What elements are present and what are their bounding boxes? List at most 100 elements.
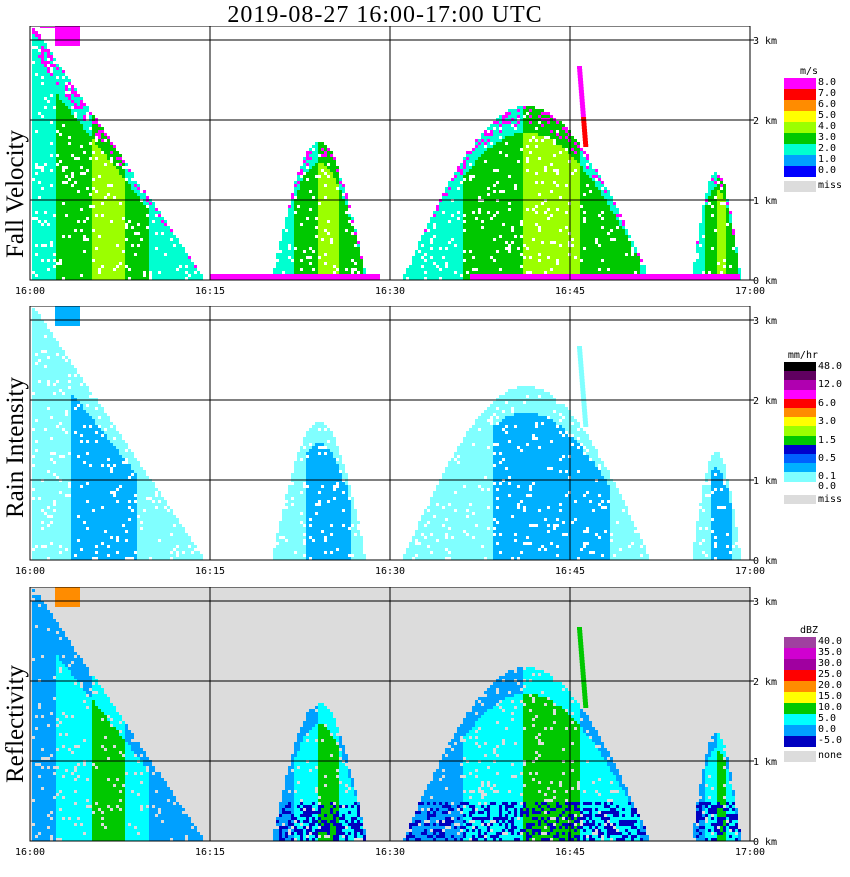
legend-item: 0.5 xyxy=(784,454,850,463)
y-tick-label: 2 km xyxy=(753,116,777,127)
legend-swatch xyxy=(784,472,816,481)
legend-item: 12.0 xyxy=(784,380,850,389)
legend-item: 6.0 xyxy=(784,100,850,111)
legend-swatch xyxy=(784,390,816,399)
legend-label: 30.0 xyxy=(818,658,842,669)
x-tick-label: 16:30 xyxy=(375,566,405,577)
legend-swatch xyxy=(784,454,816,463)
legend-label: 5.0 xyxy=(818,110,836,121)
legend-swatch xyxy=(784,692,816,703)
legend-label: 4.0 xyxy=(818,121,836,132)
legend-item: 1.5 xyxy=(784,436,850,445)
legend-swatch xyxy=(784,670,816,681)
legend-item: 10.0 xyxy=(784,703,850,714)
legend-swatch xyxy=(784,380,816,389)
legend-swatch xyxy=(784,78,816,89)
x-tick-label: 16:00 xyxy=(15,286,45,297)
legend-label: 0.0 xyxy=(818,165,836,176)
legend-item: 4.0 xyxy=(784,122,850,133)
legend-label: 1.0 xyxy=(818,154,836,165)
legend-swatch xyxy=(784,725,816,736)
legend-swatch xyxy=(784,703,816,714)
x-tick-label: 17:00 xyxy=(735,847,765,858)
legend-label: 6.0 xyxy=(818,99,836,110)
legend-item xyxy=(784,463,850,472)
legend-swatch xyxy=(784,445,816,454)
legend-label: 3.0 xyxy=(818,132,836,143)
legend-label: 5.0 xyxy=(818,713,836,724)
legend-swatch xyxy=(784,362,816,371)
legend-item: 5.0 xyxy=(784,714,850,725)
legend-swatch xyxy=(784,426,816,435)
legend-swatch xyxy=(784,681,816,692)
x-tick-label: 17:00 xyxy=(735,286,765,297)
legend-swatch xyxy=(784,399,816,408)
y-tick-label: 2 km xyxy=(753,396,777,407)
legend-swatch xyxy=(784,736,816,747)
x-tick-label: 16:00 xyxy=(15,566,45,577)
legend-swatch xyxy=(784,122,816,133)
legend-label: 15.0 xyxy=(818,691,842,702)
legend-label: 0.0 xyxy=(818,481,836,492)
legend-unit: dBZ xyxy=(784,625,818,636)
legend-label: 7.0 xyxy=(818,88,836,99)
x-tick-label: 16:45 xyxy=(555,847,585,858)
legend-swatch xyxy=(784,714,816,725)
legend-item: -5.0 xyxy=(784,736,850,747)
legend-swatch xyxy=(784,482,816,491)
legend-swatch xyxy=(784,495,816,504)
x-tick-label: 17:00 xyxy=(735,566,765,577)
legend-swatch xyxy=(784,155,816,166)
legend-label: none xyxy=(818,750,842,761)
legend-label: 20.0 xyxy=(818,680,842,691)
legend-item: 3.0 xyxy=(784,133,850,144)
y-tick-label: 3 km xyxy=(753,316,777,327)
legend-swatch xyxy=(784,166,816,177)
y-tick-label: 1 km xyxy=(753,196,777,207)
x-tick-label: 16:45 xyxy=(555,566,585,577)
y-tick-label: 1 km xyxy=(753,757,777,768)
legend-item xyxy=(784,408,850,417)
x-tick-label: 16:15 xyxy=(195,847,225,858)
legend-item: 1.0 xyxy=(784,155,850,166)
legend-swatch xyxy=(784,100,816,111)
legend-swatch xyxy=(784,417,816,426)
legend-label: 35.0 xyxy=(818,647,842,658)
x-tick-label: 16:30 xyxy=(375,286,405,297)
heatmap-cells xyxy=(32,26,741,280)
legend-item: 2.0 xyxy=(784,144,850,155)
legend-label: miss xyxy=(818,494,842,505)
legend-swatch xyxy=(784,436,816,445)
legend-swatch xyxy=(784,637,816,648)
y-tick-label: 0 km xyxy=(753,837,777,848)
y-tick-label: 3 km xyxy=(753,36,777,47)
legend-label: 40.0 xyxy=(818,636,842,647)
legend-unit: mm/hr xyxy=(784,350,818,361)
legend-item: 7.0 xyxy=(784,89,850,100)
legend-swatch xyxy=(784,133,816,144)
legend-label: -5.0 xyxy=(818,735,842,746)
y-tick-label: 2 km xyxy=(753,677,777,688)
legend-swatch xyxy=(784,144,816,155)
legend-item: miss xyxy=(784,495,850,504)
legend-item xyxy=(784,426,850,435)
heatmap-cells xyxy=(32,306,741,560)
legend-swatch xyxy=(784,408,816,417)
legend-label: miss xyxy=(818,180,842,191)
x-tick-label: 16:15 xyxy=(195,566,225,577)
x-tick-label: 16:00 xyxy=(15,847,45,858)
legend-label: 8.0 xyxy=(818,77,836,88)
panel-label: Reflectivity xyxy=(2,665,30,783)
legend-item: 5.0 xyxy=(784,111,850,122)
legend-item: 0.1 xyxy=(784,472,850,481)
x-tick-label: 16:45 xyxy=(555,286,585,297)
legend-swatch xyxy=(784,371,816,380)
panel-label: Fall Velocity xyxy=(2,130,30,258)
legend-item: 0.0 xyxy=(784,482,850,491)
y-tick-label: 1 km xyxy=(753,476,777,487)
legend-item: miss xyxy=(784,181,850,192)
